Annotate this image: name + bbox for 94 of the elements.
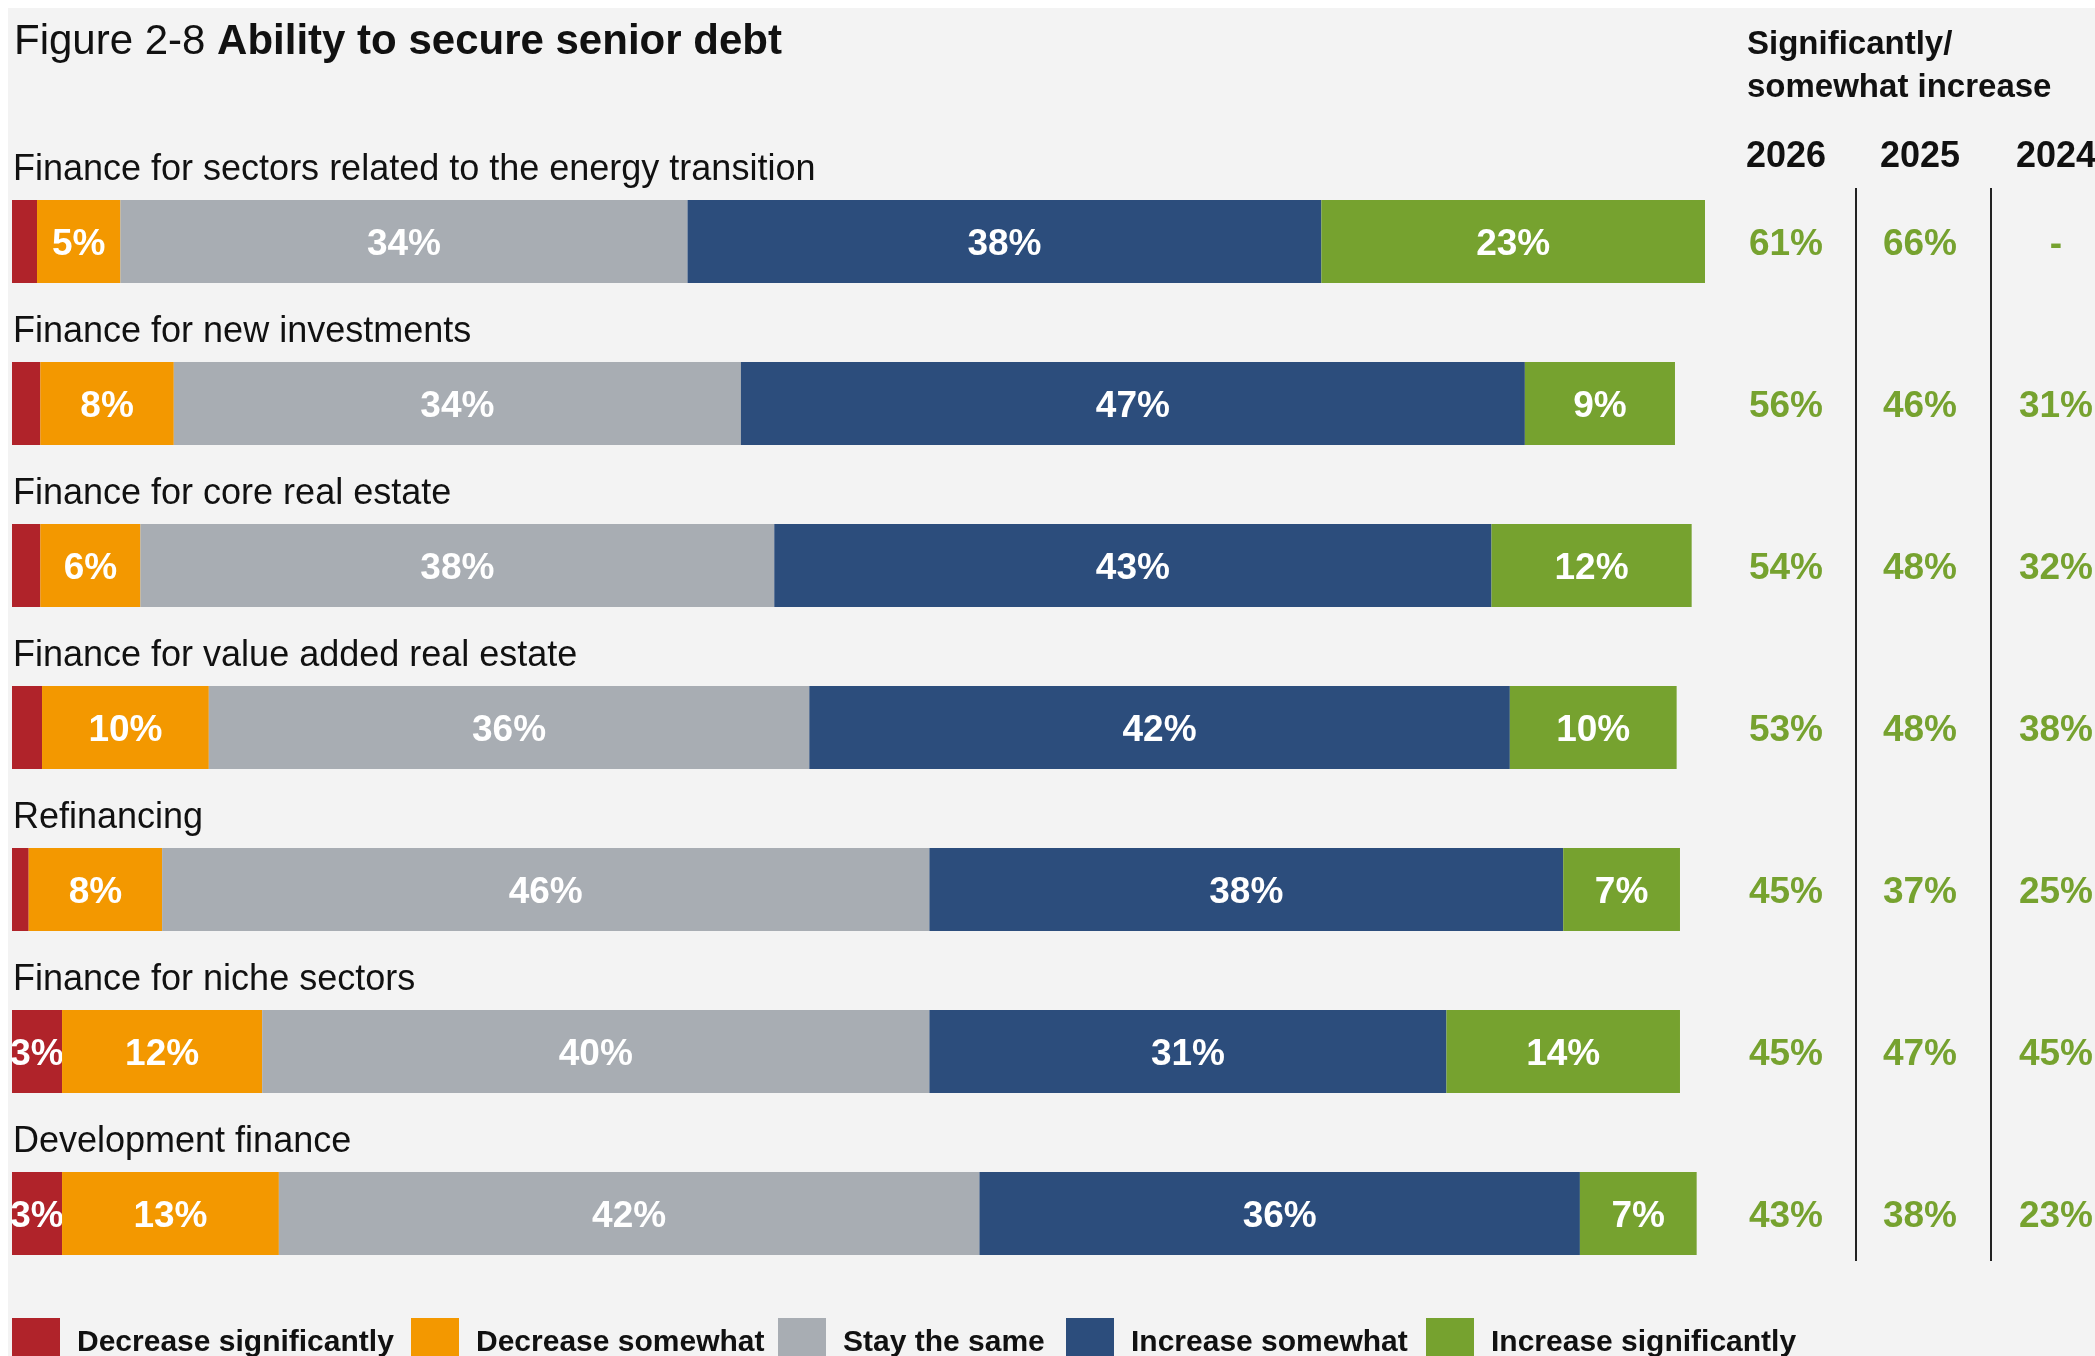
bar [208, 686, 810, 769]
y-tick-label: Finance for core real estate [13, 471, 452, 512]
data-label: 10% [88, 707, 163, 749]
bar [12, 200, 38, 283]
category-label: 2025 [1879, 134, 1961, 175]
bar [774, 524, 1492, 607]
data-label: 6% [63, 545, 118, 587]
text: 25% [2018, 869, 2094, 911]
data-label: 38% [1209, 869, 1284, 911]
bar [28, 848, 163, 931]
bar [40, 524, 141, 607]
bar [42, 686, 209, 769]
bar [12, 524, 41, 607]
text: 45% [1748, 1031, 1824, 1073]
bar [12, 362, 41, 445]
bar [62, 1010, 263, 1093]
data-label: 34% [420, 383, 495, 425]
text: 48% [1882, 707, 1958, 749]
bar [40, 362, 174, 445]
y-tick-label: Development finance [13, 1119, 352, 1160]
bar [687, 200, 1322, 283]
data-label: 13% [133, 1193, 208, 1235]
data-label: 8% [80, 383, 134, 425]
bar [740, 362, 1525, 445]
category-label: 2026 [1745, 134, 1827, 175]
text: 23% [2018, 1193, 2094, 1235]
y-tick-label: Refinancing [13, 795, 204, 836]
bar [162, 848, 930, 931]
bar [120, 200, 688, 283]
data-label: 42% [592, 1193, 667, 1235]
bar [1491, 524, 1692, 607]
data-label: 12% [1554, 545, 1629, 587]
data-label: 8% [68, 869, 123, 911]
y-tick-label: Finance for sectors related to the energy transition [13, 147, 816, 188]
data-label: 10% [1556, 707, 1631, 749]
text: 32% [2018, 545, 2094, 587]
bar [173, 362, 741, 445]
bar [1579, 1172, 1697, 1255]
legend-label: Increase somewhat [1131, 1324, 1408, 1356]
bar [262, 1010, 930, 1093]
text: 38% [1882, 1193, 1958, 1235]
data-label: 12% [125, 1031, 200, 1073]
text: 53% [1748, 707, 1824, 749]
text: - [2049, 221, 2063, 263]
data-label: 34% [366, 221, 442, 263]
data-label: 36% [472, 707, 547, 749]
bar [140, 524, 775, 607]
chart-title: Figure 2-8 Ability to secure senior debt [14, 16, 782, 63]
bar [929, 848, 1564, 931]
text: 54% [1748, 545, 1824, 587]
data-label: 38% [967, 221, 1042, 263]
legend-label: Decrease somewhat [476, 1324, 765, 1356]
y-tick-label: Finance for niche sectors [13, 957, 416, 998]
bar [278, 1172, 980, 1255]
text: 56% [1748, 383, 1824, 425]
text: 45% [1748, 869, 1824, 911]
bar [1321, 200, 1705, 283]
text: 37% [1882, 869, 1958, 911]
y-tick-label: Finance for value added real estate [13, 633, 578, 674]
data-label: 40% [558, 1031, 633, 1073]
text: 47% [1882, 1031, 1958, 1073]
data-label: 46% [508, 869, 583, 911]
bar [1509, 686, 1677, 769]
data-label: 23% [1476, 221, 1551, 263]
bar [1446, 1010, 1680, 1093]
bar [62, 1172, 279, 1255]
data-label: 14% [1526, 1031, 1601, 1073]
data-label: 47% [1095, 383, 1170, 425]
data-label: 5% [51, 221, 106, 263]
data-label: 9% [1573, 383, 1627, 425]
bar [1524, 362, 1675, 445]
y-tick-label: Finance for new investments [13, 309, 472, 350]
text: 43% [1748, 1193, 1824, 1235]
text: 31% [2018, 383, 2094, 425]
text: 46% [1882, 383, 1958, 425]
text: 61% [1748, 221, 1824, 263]
bar [979, 1172, 1580, 1255]
text: Significantly/ somewhat increase [1747, 24, 2052, 104]
data-label: 31% [1150, 1031, 1225, 1073]
text: 38% [2018, 707, 2094, 749]
data-label: 42% [1122, 707, 1197, 749]
data-label: 7% [1611, 1193, 1666, 1235]
text: 45% [2018, 1031, 2094, 1073]
bar [1563, 848, 1680, 931]
bar [12, 848, 29, 931]
data-label: 38% [420, 545, 495, 587]
bar [929, 1010, 1447, 1093]
data-label: 43% [1095, 545, 1170, 587]
data-label: 7% [1594, 869, 1649, 911]
text: 66% [1882, 221, 1958, 263]
text: 48% [1882, 545, 1958, 587]
bar [12, 686, 43, 769]
bar [809, 686, 1510, 769]
data-label: 36% [1242, 1193, 1317, 1235]
